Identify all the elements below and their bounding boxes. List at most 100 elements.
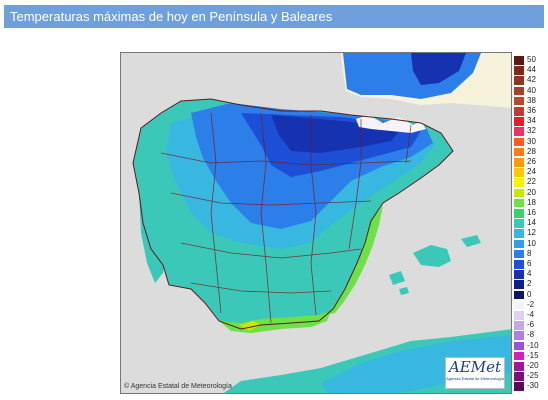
warm-coast-east [327, 205, 383, 315]
legend-swatch [514, 188, 524, 198]
legend-label: -20 [527, 361, 539, 370]
legend-label: 30 [527, 136, 536, 146]
legend-swatch [514, 300, 524, 310]
legend-entry: 44 [514, 65, 548, 75]
legend-swatch [514, 229, 524, 238]
legend-label: 42 [527, 75, 536, 85]
legend-entry: 14 [514, 218, 548, 228]
legend-label: 28 [527, 146, 536, 156]
legend-label: 26 [527, 157, 536, 166]
legend-entry: 42 [514, 75, 548, 85]
province-borders [160, 112, 412, 324]
legend-swatch [514, 209, 524, 218]
legend-swatch [514, 117, 524, 126]
legend-entry: -2 [514, 299, 548, 310]
legend-entry: -10 [514, 340, 548, 351]
legend-label: -10 [527, 340, 539, 350]
legend-label: -15 [527, 350, 539, 360]
legend-swatch [514, 311, 524, 320]
legend-swatch [514, 168, 524, 177]
legend-label: -6 [527, 320, 535, 330]
legend-entry: -15 [514, 350, 548, 361]
legend-label: 36 [527, 106, 536, 115]
legend-swatch [514, 86, 524, 96]
iberia-outline [132, 98, 454, 330]
legend-entry: -4 [514, 310, 548, 320]
legend-entry: 36 [514, 106, 548, 116]
legend-label: 38 [527, 95, 536, 105]
legend-entry: 0 [514, 289, 548, 300]
legend-entry: 4 [514, 269, 548, 279]
warmer-spot [239, 321, 261, 331]
legend-swatch [514, 66, 524, 75]
legend-swatch [514, 362, 524, 371]
legend-entry: 28 [514, 146, 548, 157]
legend-label: 40 [527, 85, 536, 95]
legend-entry: 34 [514, 116, 548, 126]
legend-label: 32 [527, 126, 536, 136]
legend-entry: 12 [514, 228, 548, 238]
legend-entry: 6 [514, 259, 548, 269]
legend-swatch [514, 107, 524, 116]
legend-entry: -20 [514, 361, 548, 371]
legend-swatch [514, 219, 524, 228]
legend-label: 22 [527, 177, 536, 187]
legend-entry: 18 [514, 197, 548, 208]
legend-entry: 20 [514, 187, 548, 198]
island-formentera [399, 287, 409, 295]
island-menorca [461, 235, 481, 247]
legend-swatch [514, 372, 524, 381]
island-ibiza [389, 271, 405, 285]
logo-subtitle: Agencia Estatal de Meteorología [446, 376, 504, 381]
legend-entry: 2 [514, 279, 548, 289]
legend-entry: 30 [514, 136, 548, 147]
legend-entry: 38 [514, 95, 548, 106]
legend-entry: 24 [514, 167, 548, 177]
legend-entry: 32 [514, 126, 548, 136]
legend-label: -25 [527, 371, 539, 381]
legend-swatch [514, 351, 524, 361]
legend-label: 24 [527, 167, 536, 177]
legend-swatch [514, 331, 524, 340]
legend-label: 2 [527, 279, 532, 289]
legend-swatch [514, 178, 524, 187]
legend-label: 16 [527, 208, 536, 217]
legend-label: -2 [527, 299, 535, 309]
legend-swatch [514, 239, 524, 249]
aemet-logo: AEMet Agencia Estatal de Meteorología [445, 357, 505, 389]
legend-label: 12 [527, 228, 536, 238]
legend-label: 10 [527, 238, 536, 248]
legend-label: -4 [527, 310, 535, 319]
legend-swatch [514, 56, 524, 65]
page-title: Temperaturas máximas de hoy en Península… [4, 5, 544, 28]
legend-label: 20 [527, 187, 536, 197]
legend-entry: 40 [514, 85, 548, 96]
temperature-map: © Agencia Estatal de Meteorología AEMet … [120, 52, 512, 394]
legend-swatch [514, 76, 524, 85]
legend-entry: 50 [514, 55, 548, 65]
legend-label: -30 [527, 381, 539, 391]
legend-swatch [514, 198, 524, 208]
legend-swatch [514, 249, 524, 259]
temperature-legend: 50 44 42 40 38 36 34 32 30 28 26 24 22 20 18 16 14 12 10 8 6… [514, 55, 548, 396]
legend-entry: 8 [514, 249, 548, 259]
copyright-text: © Agencia Estatal de Meteorología [124, 383, 232, 390]
legend-swatch [514, 290, 524, 300]
map-graphic [132, 53, 511, 393]
legend-swatch [514, 137, 524, 147]
legend-swatch [514, 382, 524, 391]
legend-entry: 10 [514, 238, 548, 249]
legend-entry: -6 [514, 320, 548, 330]
logo-text: AEMet [448, 358, 502, 376]
island-mallorca [413, 245, 451, 267]
legend-label: 34 [527, 116, 536, 126]
legend-label: 18 [527, 197, 536, 207]
legend-swatch [514, 158, 524, 167]
legend-label: 4 [527, 269, 532, 279]
legend-swatch [514, 147, 524, 157]
legend-swatch [514, 127, 524, 136]
legend-label: 0 [527, 289, 532, 299]
legend-label: 6 [527, 259, 532, 268]
legend-entry: 16 [514, 208, 548, 218]
legend-swatch [514, 260, 524, 269]
